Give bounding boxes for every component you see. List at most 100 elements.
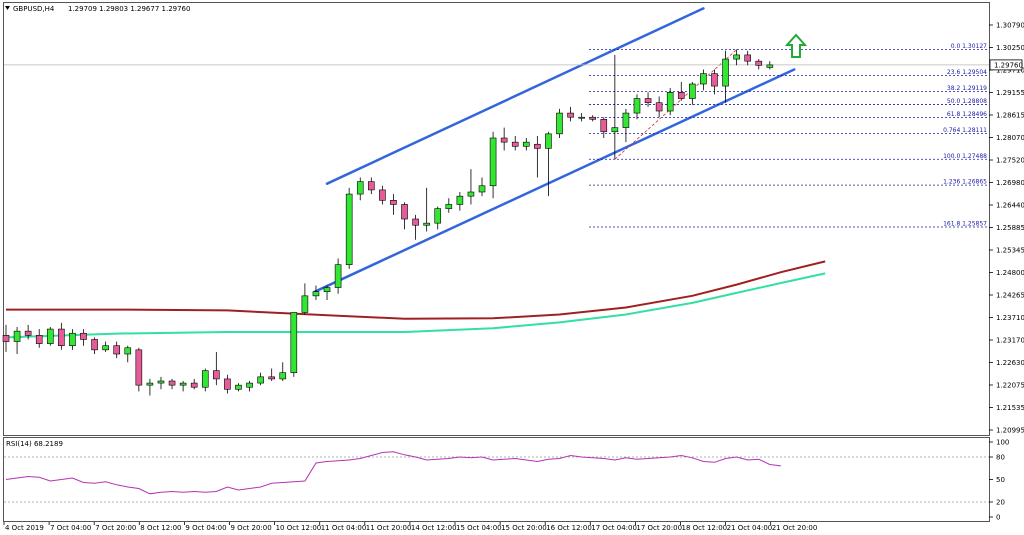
bear-candle: [744, 54, 751, 62]
fib-level-label: 100.0 1.27488: [943, 153, 987, 160]
bull-candle: [478, 185, 486, 193]
fib-level-label: 61.8 1.28496: [947, 111, 987, 118]
last-price-label: 1.29760: [994, 61, 1023, 69]
bull-candle: [622, 112, 630, 128]
time-tick-label: 7 Oct 20:00: [95, 524, 136, 532]
price-axis: 1.30790 1.30250 1.29710 1.29155 1.28615 1.280…: [989, 22, 1024, 435]
price-tick-label: 1.22075: [996, 382, 1024, 390]
bull-candle: [722, 58, 729, 87]
bull-candle: [46, 328, 54, 344]
rsi-tick-label: 80: [996, 454, 1005, 462]
bull-candle: [179, 382, 187, 386]
bull-candle: [312, 291, 320, 297]
time-tick-label: 15 Oct 20:00: [501, 524, 547, 532]
bear-candle: [511, 141, 519, 147]
fib-level-label: 161.8 1.25857: [943, 221, 987, 228]
price-tick-label: 1.25345: [996, 247, 1024, 255]
main-panel: [3, 2, 990, 436]
bull-candle: [633, 98, 641, 114]
moving-averages: [5, 260, 826, 339]
bull-candle: [102, 345, 109, 351]
price-tick-label: 1.25885: [996, 224, 1024, 232]
bull-candle: [522, 141, 530, 147]
fibonacci-levels: 0.0 1.30127 23.6 1.29504 38.2 1.29119 50.0 …: [4, 43, 989, 228]
chart-header: GBPUSD,H4 1.29709 1.29803 1.29677 1.2976…: [5, 5, 190, 13]
price-tick-label: 1.30250: [996, 44, 1024, 52]
time-tick-label: 15 Oct 04:00: [456, 524, 502, 532]
time-tick-label: 9 Oct 20:00: [231, 524, 272, 532]
price-tick-label: 1.28615: [996, 112, 1024, 120]
bull-candle: [356, 181, 364, 195]
bear-candle: [168, 380, 176, 386]
symbol-title: GBPUSD,H4: [13, 5, 55, 13]
rsi-tick-label: 20: [996, 499, 1005, 507]
bull-candle: [666, 92, 674, 112]
price-tick-label: 1.26980: [996, 179, 1024, 187]
fib-anchor-line: [614, 49, 737, 160]
bear-candle: [91, 339, 98, 351]
bull-candle: [334, 264, 342, 288]
bear-candle: [644, 98, 652, 103]
time-tick-label: 17 Oct 20:00: [636, 524, 682, 532]
price-tick-label: 1.21535: [996, 404, 1024, 412]
bear-candle: [401, 204, 408, 220]
bear-candle: [589, 116, 597, 120]
bull-candle: [323, 287, 331, 292]
time-tick-label: 16 Oct 12:00: [546, 524, 592, 532]
rsi-line: [5, 451, 781, 495]
time-axis: 4 Oct 2019 7 Oct 04:00 7 Oct 20:00 8 Oct 12…: [3, 522, 817, 532]
bull-candle: [146, 382, 154, 386]
channel-upper-line: [325, 7, 705, 185]
bull-candle: [124, 347, 132, 355]
bull-candle: [456, 195, 464, 205]
bear-candle: [711, 73, 718, 87]
rsi-tick-label: 50: [996, 476, 1005, 484]
bull-candle: [257, 376, 264, 384]
bull-candle: [157, 380, 165, 384]
bull-candle: [345, 193, 353, 265]
bear-candle: [113, 345, 120, 355]
time-tick-label: 7 Oct 04:00: [50, 524, 91, 532]
up-arrow-icon: [784, 33, 808, 58]
time-tick-label: 18 Oct 12:00: [682, 524, 728, 532]
bear-candle: [135, 349, 143, 386]
fib-level-label: 50.0 1.28808: [947, 98, 987, 105]
bear-candle: [224, 378, 231, 390]
bull-candle: [545, 133, 552, 149]
moving-average-green-line: [5, 272, 826, 339]
fib-level-label: 38.2 1.29119: [947, 85, 987, 92]
price-tick-label: 1.29155: [996, 89, 1024, 97]
price-tick-label: 1.27520: [996, 157, 1024, 165]
bear-candle: [655, 102, 663, 112]
bull-candle: [434, 208, 442, 224]
bull-candle: [69, 332, 76, 346]
time-tick-label: 14 Oct 12:00: [411, 524, 457, 532]
ohlc-values: 1.29709 1.29803 1.29677 1.29760: [68, 5, 190, 13]
last-price-tag: 1.29760: [989, 59, 1023, 71]
price-tick-label: 1.24265: [996, 292, 1024, 300]
price-tick-label: 1.24800: [996, 269, 1024, 277]
dropdown-arrow-icon[interactable]: [5, 6, 10, 10]
bull-candle: [556, 112, 563, 135]
time-tick-label: 11 Oct 20:00: [366, 524, 412, 532]
bear-candle: [677, 92, 685, 99]
price-tick-label: 1.29710: [996, 67, 1024, 75]
bull-candle: [290, 312, 298, 373]
bull-candle: [700, 73, 707, 85]
bull-candle: [235, 384, 242, 390]
moving-average-red-line: [6, 260, 826, 320]
bear-candle: [80, 332, 87, 340]
bull-candle: [246, 382, 253, 388]
time-tick-label: 17 Oct 04:00: [591, 524, 637, 532]
price-tick-label: 1.28070: [996, 134, 1024, 142]
trend-channel: [313, 7, 796, 293]
bull-candle: [445, 204, 453, 209]
bear-candle: [412, 218, 419, 226]
fib-level-label: 23.6 1.29504: [947, 69, 987, 76]
bull-candle: [578, 116, 585, 119]
bear-candle: [368, 181, 375, 191]
rsi-tick-label: 100: [996, 439, 1009, 447]
price-tick-label: 1.30790: [996, 22, 1024, 30]
time-tick-label: 21 Oct 04:00: [727, 524, 773, 532]
